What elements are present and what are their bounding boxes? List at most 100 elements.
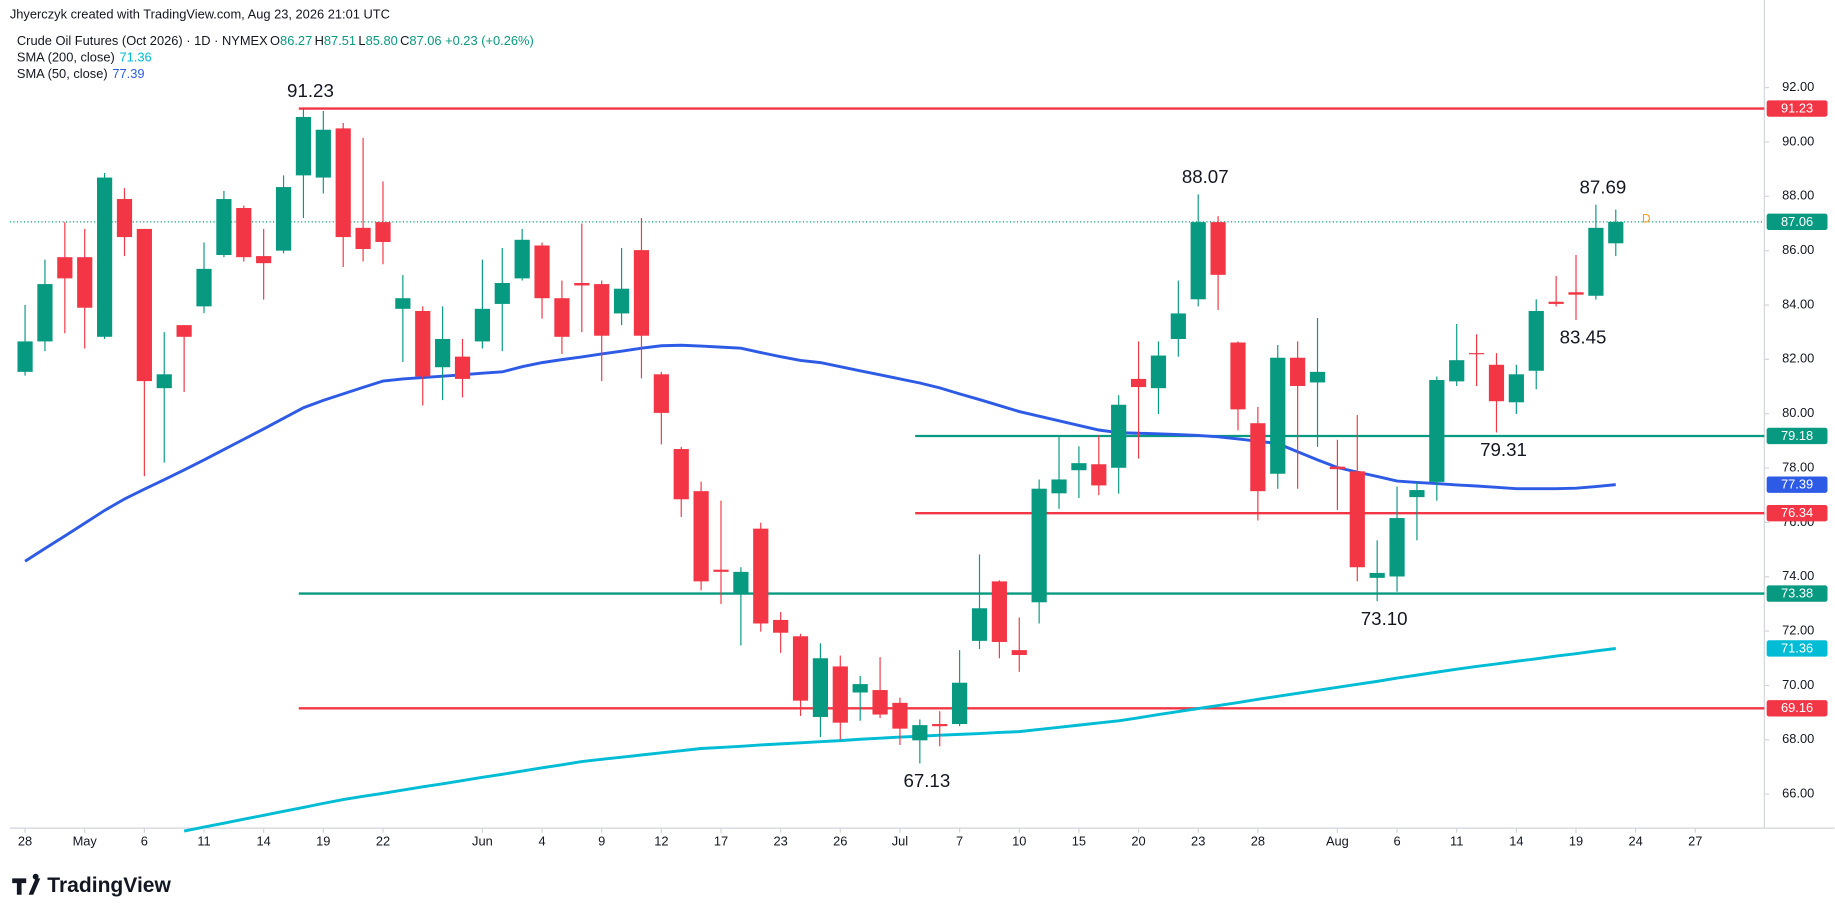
candle-body (216, 199, 232, 256)
candle-body (613, 288, 630, 314)
price-badge-label: 69.16 (1781, 700, 1813, 715)
candle-body (1548, 301, 1564, 304)
candle-body (693, 491, 709, 582)
y-tick-label: 80.00 (1782, 405, 1814, 420)
price-badge (1766, 213, 1828, 231)
y-tick-label: 68.00 (1782, 731, 1814, 746)
candle-body (673, 449, 689, 500)
candle-body (454, 356, 471, 379)
y-tick-label: 66.00 (1782, 786, 1814, 801)
candle-body (932, 724, 948, 727)
x-tick-label: 9 (598, 834, 605, 849)
series-last: 71.36 (119, 50, 151, 65)
y-tick-label: 82.00 (1782, 351, 1814, 366)
candle-body (534, 245, 550, 299)
candle-body (176, 325, 192, 337)
ohlc-value: 86.27 (280, 33, 312, 48)
candle-body (1409, 490, 1425, 498)
candle-body (1309, 371, 1326, 383)
series-name: SMA (50, close) (17, 66, 108, 81)
candle-body (1071, 463, 1087, 471)
candle-body (1369, 572, 1385, 578)
event-marker: D (1642, 213, 1650, 226)
candle-body (892, 702, 908, 729)
price-badge-label: 79.18 (1781, 428, 1813, 443)
y-tick-label: 72.00 (1782, 622, 1814, 637)
symbol-legend: Crude Oil Futures (Oct 2026) · 1D · NYME… (17, 33, 534, 48)
series-legend: SMA (200, close) 71.36 (17, 50, 152, 65)
x-tick-label: 17 (714, 834, 728, 849)
logo-icon (12, 873, 41, 895)
x-tick-label: 23 (1191, 834, 1205, 849)
candle-body (1150, 355, 1167, 389)
candle-body (1349, 471, 1365, 568)
price-badge (1766, 504, 1828, 522)
x-tick-label: 4 (538, 834, 545, 849)
y-tick-label: 88.00 (1782, 188, 1814, 203)
candle-body (236, 207, 252, 258)
y-tick-label: 74.00 (1782, 568, 1814, 583)
x-tick-label: 6 (141, 834, 148, 849)
x-tick-label: 20 (1131, 834, 1145, 849)
candle-body (872, 690, 888, 715)
price-badge-label: 71.36 (1781, 640, 1813, 655)
candle-body (77, 257, 93, 308)
x-tick-label: 26 (833, 834, 847, 849)
symbol: Crude Oil Futures (Oct 2026) · 1D · NYME… (17, 33, 268, 48)
candle-body (852, 684, 868, 693)
x-tick-label: Jun (472, 834, 493, 849)
ohlc-key: O (270, 33, 280, 48)
x-tick-label: 27 (1688, 834, 1702, 849)
sma-line (24, 343, 1616, 563)
price-badge-label: 73.38 (1781, 586, 1813, 601)
candle-body (37, 284, 53, 342)
candle-body (713, 569, 729, 572)
candle-body (57, 257, 73, 279)
x-tick-label: May (73, 834, 98, 849)
price-badge (1766, 640, 1828, 657)
y-tick-label: 92.00 (1782, 79, 1814, 94)
candle-body (912, 725, 928, 741)
x-tick-label: 7 (956, 834, 963, 849)
candle-body (415, 310, 431, 377)
price-badge (1766, 427, 1828, 445)
price-badge-label: 77.39 (1781, 477, 1813, 492)
candle-body (514, 239, 530, 279)
y-tick-label: 84.00 (1782, 296, 1814, 311)
candle-body (991, 581, 1007, 642)
candle-body (136, 228, 152, 382)
candle-body (96, 177, 113, 337)
candle-body (733, 571, 749, 594)
candle-body (1111, 404, 1127, 468)
candle-body (494, 282, 510, 304)
candle-body (971, 608, 988, 641)
price-annotation: 91.23 (287, 80, 334, 101)
candle-body (773, 619, 789, 633)
x-tick-label: 11 (1450, 834, 1463, 849)
ohlc-value: 87.06 (409, 33, 441, 48)
candle-body (1508, 374, 1524, 403)
price-annotation: 73.10 (1361, 608, 1408, 629)
price-annotation: 83.45 (1560, 327, 1607, 348)
x-tick-label: 28 (1251, 834, 1265, 849)
candle-body (395, 298, 411, 309)
candle-body (1389, 518, 1405, 577)
candle-body (594, 284, 610, 336)
candle-body (1568, 292, 1584, 295)
candle-body (256, 256, 272, 264)
plot-area (9, 107, 1765, 833)
change: +0.23 (+0.26%) (445, 33, 534, 48)
ohlc-key: L (358, 33, 365, 48)
y-tick-label: 90.00 (1782, 133, 1814, 148)
candle-body (1051, 479, 1067, 494)
candle-body (1608, 221, 1624, 244)
candle-body (275, 187, 292, 251)
candle-body (335, 128, 351, 238)
brand-logo: TradingView (12, 873, 172, 897)
candle-body (1528, 310, 1544, 371)
price-annotation: 79.31 (1480, 439, 1527, 460)
candle-body (474, 308, 490, 342)
x-tick-label: 14 (257, 834, 271, 849)
